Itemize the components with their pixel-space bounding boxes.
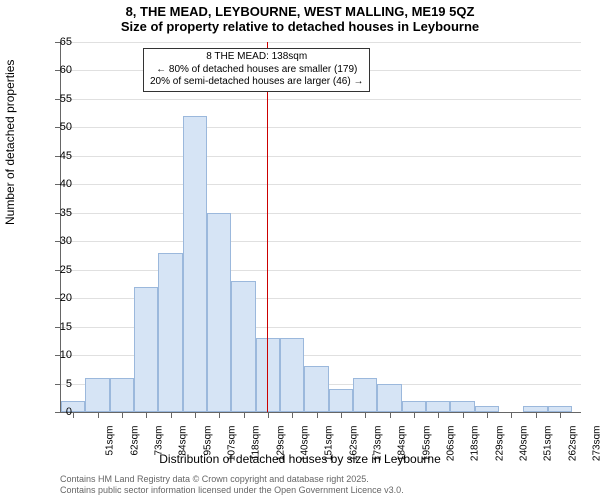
y-tick-label: 55 [60, 93, 72, 105]
plot-area: 8 THE MEAD: 138sqm← 80% of detached hous… [60, 42, 581, 413]
x-tick [317, 412, 318, 418]
x-tick [487, 412, 488, 418]
x-tick [536, 412, 537, 418]
y-tick-label: 15 [60, 321, 72, 333]
y-tick-label: 65 [60, 36, 72, 48]
y-tick-label: 35 [60, 207, 72, 219]
chart-titles: 8, THE MEAD, LEYBOURNE, WEST MALLING, ME… [0, 0, 600, 34]
x-tick [365, 412, 366, 418]
footer-line-1: Contains HM Land Registry data © Crown c… [60, 474, 404, 485]
y-tick-label: 40 [60, 178, 72, 190]
x-tick-label: 140sqm [299, 426, 310, 466]
y-tick-label: 60 [60, 64, 72, 76]
x-tick-label: 184sqm [397, 426, 408, 466]
y-tick-label: 20 [60, 292, 72, 304]
annotation-line-smaller: ← 80% of detached houses are smaller (17… [150, 64, 363, 77]
x-tick-label: 107sqm [226, 426, 237, 466]
x-tick [390, 412, 391, 418]
histogram-bar [402, 401, 426, 412]
title-line-2: Size of property relative to detached ho… [0, 19, 600, 34]
histogram-bar [158, 253, 182, 412]
x-tick [73, 412, 74, 418]
title-line-1: 8, THE MEAD, LEYBOURNE, WEST MALLING, ME… [0, 4, 600, 19]
x-tick [511, 412, 512, 418]
histogram-bar [450, 401, 474, 412]
x-tick-label: 51sqm [105, 426, 116, 466]
x-tick-label: 229sqm [494, 426, 505, 466]
x-tick [560, 412, 561, 418]
histogram-bar [329, 389, 353, 412]
histogram-bar [61, 401, 85, 412]
x-tick-label: 218sqm [470, 426, 481, 466]
histogram-bar [377, 384, 401, 412]
gridline [61, 184, 581, 185]
x-tick [341, 412, 342, 418]
x-tick-label: 151sqm [324, 426, 335, 466]
y-tick-label: 50 [60, 121, 72, 133]
y-tick [55, 384, 61, 385]
x-tick [292, 412, 293, 418]
histogram-bar [183, 116, 207, 412]
x-tick-label: 206sqm [445, 426, 456, 466]
x-tick [268, 412, 269, 418]
gridline [61, 213, 581, 214]
footer-attribution: Contains HM Land Registry data © Crown c… [60, 474, 404, 496]
histogram-bar [110, 378, 134, 412]
x-tick-label: 162sqm [348, 426, 359, 466]
histogram-bar [280, 338, 304, 412]
x-tick-label: 118sqm [251, 426, 262, 466]
y-tick [55, 412, 61, 413]
gridline [61, 127, 581, 128]
x-tick-label: 84sqm [178, 426, 189, 466]
y-tick-label: 5 [66, 378, 72, 390]
x-tick-label: 129sqm [275, 426, 286, 466]
y-tick-label: 10 [60, 349, 72, 361]
x-tick-label: 273sqm [591, 426, 600, 466]
x-tick [171, 412, 172, 418]
x-tick [463, 412, 464, 418]
gridline [61, 156, 581, 157]
histogram-bar [231, 281, 255, 412]
y-axis-label: Number of detached properties [3, 60, 17, 225]
annotation-line-larger: 20% of semi-detached houses are larger (… [150, 76, 363, 89]
x-tick [244, 412, 245, 418]
annotation-title: 8 THE MEAD: 138sqm [150, 51, 363, 64]
x-tick-label: 240sqm [518, 426, 529, 466]
x-tick [438, 412, 439, 418]
x-tick-label: 195sqm [421, 426, 432, 466]
y-tick-label: 25 [60, 264, 72, 276]
gridline [61, 241, 581, 242]
x-tick-label: 173sqm [372, 426, 383, 466]
histogram-bar [304, 366, 328, 412]
x-tick-label: 251sqm [543, 426, 554, 466]
x-tick-label: 95sqm [202, 426, 213, 466]
x-tick [122, 412, 123, 418]
x-tick [219, 412, 220, 418]
x-tick [414, 412, 415, 418]
marker-line [267, 42, 268, 412]
footer-line-2: Contains public sector information licen… [60, 485, 404, 496]
x-tick-label: 62sqm [129, 426, 140, 466]
y-tick-label: 45 [60, 150, 72, 162]
histogram-bar [353, 378, 377, 412]
gridline [61, 99, 581, 100]
histogram-bar [207, 213, 231, 412]
y-tick-label: 30 [60, 235, 72, 247]
annotation-box: 8 THE MEAD: 138sqm← 80% of detached hous… [143, 48, 370, 92]
x-tick [146, 412, 147, 418]
gridline [61, 270, 581, 271]
x-tick-label: 73sqm [153, 426, 164, 466]
histogram-bar [426, 401, 450, 412]
histogram-bar [256, 338, 280, 412]
x-tick [98, 412, 99, 418]
x-tick-label: 262sqm [567, 426, 578, 466]
histogram-bar [134, 287, 158, 412]
x-tick [195, 412, 196, 418]
gridline [61, 42, 581, 43]
histogram-bar [85, 378, 109, 412]
y-tick-label: 0 [66, 406, 72, 418]
